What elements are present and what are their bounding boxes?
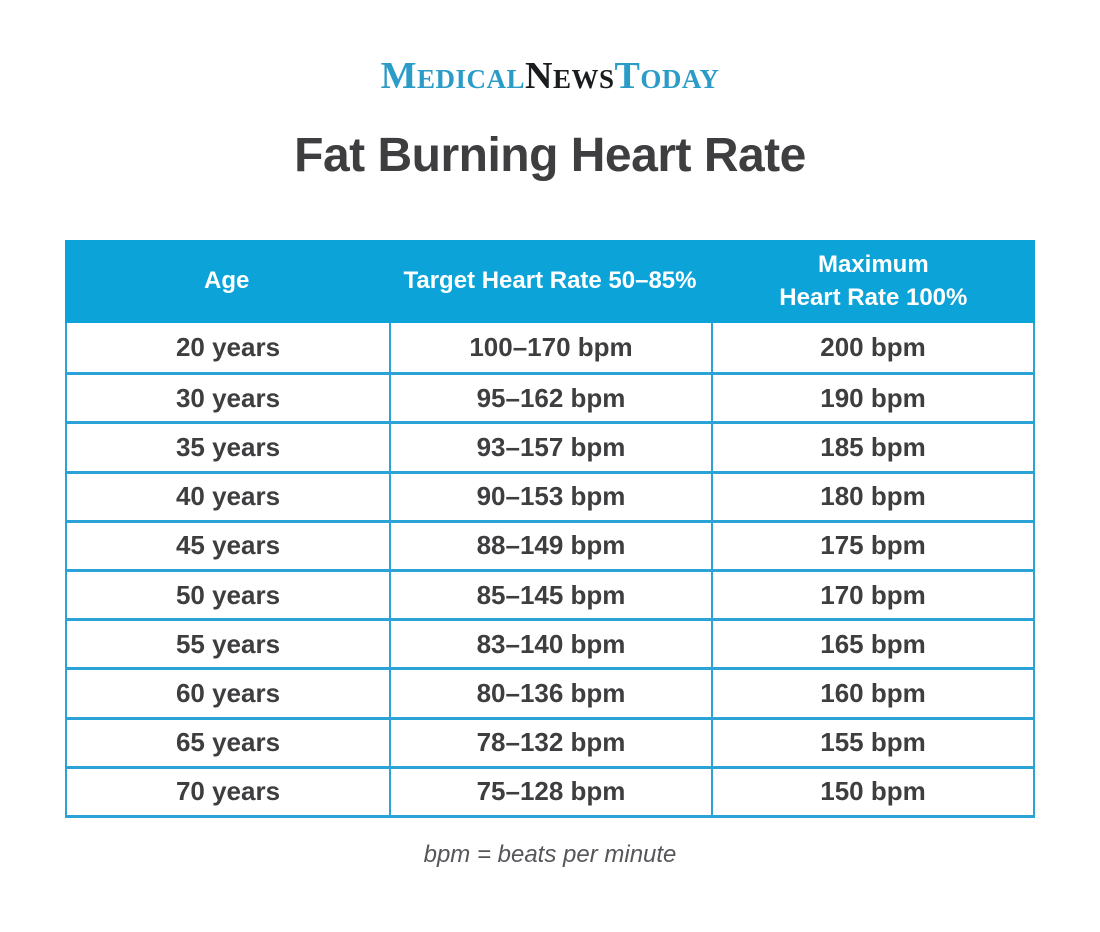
column-header-maximum-line1: Maximum (817, 251, 929, 279)
logo-part-news: News (525, 55, 615, 97)
age-cell: 70 years (175, 776, 281, 807)
age-cell: 40 years (175, 481, 281, 512)
table-row: 55 years 83–140 bpm 165 bpm (67, 618, 1033, 668)
age-cell: 35 years (175, 431, 281, 462)
table-row: 35 years 93–157 bpm 185 bpm (67, 421, 1033, 471)
logo-part-today: Today (614, 55, 720, 97)
table-row: 65 years 78–132 bpm 155 bpm (67, 716, 1033, 766)
table-row: 40 years 90–153 bpm 180 bpm (67, 470, 1033, 520)
target-rate-cell: 83–140 bpm (389, 621, 711, 668)
age-cell: 30 years (175, 382, 281, 413)
max-rate-cell: 175 bpm (711, 522, 1033, 569)
table-row: 45 years 88–149 bpm 175 bpm (67, 519, 1033, 569)
age-cell: 65 years (175, 727, 281, 758)
target-rate-cell: 100–170 bpm (389, 323, 711, 373)
target-rate-cell: 85–145 bpm (389, 571, 711, 619)
column-header-target-heart-rate: Target Heart Rate 50–85% (403, 267, 697, 295)
column-header-maximum-line2: Heart Rate 100% (779, 283, 968, 311)
table-row: 60 years 80–136 bpm 160 bpm (67, 667, 1033, 717)
table-header-row: Age Target Heart Rate 50–85% Maximum Hea… (65, 240, 1035, 323)
max-rate-cell: 155 bpm (711, 719, 1033, 766)
target-rate-cell: 80–136 bpm (389, 670, 711, 717)
table-row: 50 years 85–145 bpm 170 bpm (67, 568, 1033, 619)
age-cell: 50 years (175, 579, 281, 610)
column-header-maximum-heart-rate: Maximum Heart Rate 100% (712, 240, 1035, 323)
target-rate-cell: 88–149 bpm (389, 522, 711, 569)
page-title: Fat Burning Heart Rate (294, 129, 806, 182)
target-rate-cell: 78–132 bpm (389, 719, 711, 766)
max-rate-cell: 190 bpm (711, 375, 1033, 422)
max-rate-cell: 150 bpm (711, 768, 1033, 815)
target-rate-cell: 75–128 bpm (389, 768, 711, 815)
age-cell: 45 years (175, 530, 281, 561)
max-rate-cell: 180 bpm (711, 473, 1033, 520)
max-rate-cell: 170 bpm (711, 571, 1033, 619)
table-body: 20 years 100–170 bpm 200 bpm 30 years 95… (65, 323, 1035, 818)
max-rate-cell: 200 bpm (711, 323, 1033, 373)
target-rate-cell: 90–153 bpm (389, 473, 711, 520)
heart-rate-table: Age Target Heart Rate 50–85% Maximum Hea… (65, 240, 1035, 818)
age-cell: 20 years (175, 332, 281, 363)
table-row: 20 years 100–170 bpm 200 bpm (67, 323, 1033, 373)
logo-part-medical: Medical (380, 55, 526, 97)
table-row: 70 years 75–128 bpm 150 bpm (67, 765, 1033, 815)
target-rate-cell: 95–162 bpm (389, 375, 711, 422)
max-rate-cell: 160 bpm (711, 670, 1033, 717)
target-rate-cell: 93–157 bpm (389, 424, 711, 471)
max-rate-cell: 165 bpm (711, 621, 1033, 668)
max-rate-cell: 185 bpm (711, 424, 1033, 471)
age-cell: 55 years (175, 628, 281, 659)
age-cell: 60 years (175, 677, 281, 708)
column-header-age: Age (203, 267, 250, 295)
bpm-footnote: bpm = beats per minute (423, 841, 677, 868)
table-row: 30 years 95–162 bpm 190 bpm (67, 372, 1033, 422)
medical-news-today-logo: MedicalNewsToday (0, 55, 1100, 98)
